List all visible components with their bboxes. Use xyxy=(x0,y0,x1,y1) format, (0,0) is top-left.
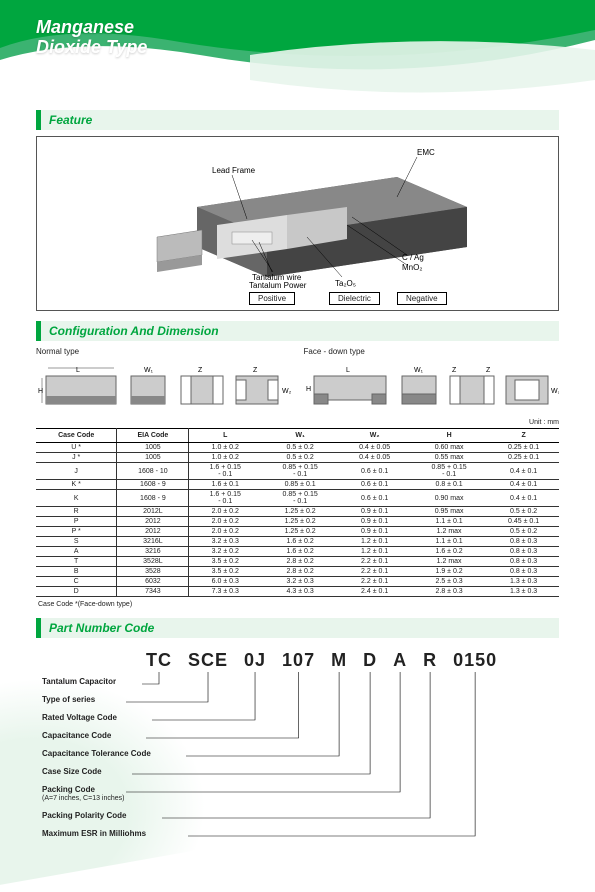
table-row: C60326.0 ± 0.33.2 ± 0.32.2 ± 0.12.5 ± 0.… xyxy=(36,577,559,587)
pn-label-0: Tantalum Capacitor xyxy=(42,678,151,686)
table-header: H xyxy=(410,429,488,443)
svg-text:W₁: W₁ xyxy=(144,367,154,374)
title-line2: Dioxide Type xyxy=(36,37,147,57)
badge-negative: Negative xyxy=(397,292,447,305)
svg-text:W₂: W₂ xyxy=(282,388,291,395)
label-emc: EMC xyxy=(417,148,435,157)
table-row: S3216L3.2 ± 0.31.6 ± 0.21.2 ± 0.11.1 ± 0… xyxy=(36,537,559,547)
svg-text:Z: Z xyxy=(486,367,491,374)
label-cag: C / Ag xyxy=(402,253,424,262)
badge-positive: Positive xyxy=(249,292,295,305)
svg-text:L: L xyxy=(346,367,350,374)
title-line1: Manganese xyxy=(36,17,134,37)
svg-text:W₁: W₁ xyxy=(414,367,424,374)
section-feature: Feature xyxy=(36,110,559,130)
table-row: A32163.2 ± 0.21.6 ± 0.21.2 ± 0.11.6 ± 0.… xyxy=(36,547,559,557)
table-row: K *1608 - 91.6 ± 0.10.85 ± 0.10.6 ± 0.10… xyxy=(36,480,559,490)
table-row: J1608 - 101.6 + 0.15 - 0.10.85 + 0.15 - … xyxy=(36,463,559,480)
label-ta2o5: Ta₂O₅ xyxy=(335,279,356,288)
section-partnum-label: Part Number Code xyxy=(49,621,154,635)
pn-label-2: Rated Voltage Code xyxy=(42,714,151,722)
svg-text:H: H xyxy=(306,386,311,393)
case-note: Case Code *(Face-down type) xyxy=(38,601,559,608)
table-row: P20122.0 ± 0.21.25 ± 0.20.9 ± 0.11.1 ± 0… xyxy=(36,517,559,527)
normal-type-label: Normal type xyxy=(36,347,292,356)
table-row: K1608 - 91.6 + 0.15 - 0.10.85 + 0.15 - 0… xyxy=(36,490,559,507)
table-row: U *10051.0 ± 0.20.5 ± 0.20.4 ± 0.050.60 … xyxy=(36,443,559,453)
label-lead-frame: Lead Frame xyxy=(212,166,256,175)
table-row: P *20122.0 ± 0.21.25 ± 0.20.9 ± 0.11.2 m… xyxy=(36,527,559,537)
svg-text:Z: Z xyxy=(198,367,203,374)
pn-packing-note: (A=7 inches, C=13 inches) xyxy=(42,795,125,802)
capacitor-cutaway-svg: Lead Frame EMC Tantalum wire Tantalum Po… xyxy=(37,137,558,310)
table-row: R2012L2.0 ± 0.21.25 ± 0.20.9 ± 0.10.95 m… xyxy=(36,507,559,517)
pn-label-4: Capacitance Tolerance Code xyxy=(42,750,151,758)
svg-text:H: H xyxy=(38,388,43,395)
table-header: Z xyxy=(488,429,559,443)
svg-text:Z: Z xyxy=(452,367,457,374)
part-number-labels: Tantalum Capacitor Type of series Rated … xyxy=(42,678,151,848)
table-header: W₂ xyxy=(339,429,410,443)
pn-label-3: Capacitance Code xyxy=(42,732,151,740)
section-config-label: Configuration And Dimension xyxy=(49,324,219,338)
face-down-label: Face - down type xyxy=(304,347,560,356)
page-title: Manganese Dioxide Type xyxy=(36,18,147,58)
section-config: Configuration And Dimension xyxy=(36,321,559,341)
section-feature-label: Feature xyxy=(49,113,92,127)
pn-label-1: Type of series xyxy=(42,696,151,704)
svg-text:W₂: W₂ xyxy=(551,388,559,395)
table-row: J *10051.0 ± 0.20.5 ± 0.20.4 ± 0.050.55 … xyxy=(36,453,559,463)
table-header: W₁ xyxy=(261,429,339,443)
pn-label-8: Maximum ESR in Milliohms xyxy=(42,830,151,838)
unit-note: Unit : mm xyxy=(36,419,559,426)
pn-label-5: Case Size Code xyxy=(42,768,151,776)
table-header: EIA Code xyxy=(117,429,189,443)
table-row: B35283.5 ± 0.22.8 ± 0.22.2 ± 0.11.9 ± 0.… xyxy=(36,567,559,577)
svg-text:Z: Z xyxy=(253,367,258,374)
table-row: D73437.3 ± 0.34.3 ± 0.32.4 ± 0.12.8 ± 0.… xyxy=(36,587,559,597)
table-header: L xyxy=(189,429,261,443)
section-partnum: Part Number Code xyxy=(36,618,559,638)
table-header: Case Code xyxy=(36,429,117,443)
header-band: Manganese Dioxide Type xyxy=(0,0,595,100)
pn-label-6: Packing Code xyxy=(42,785,95,794)
table-row: T3528L3.5 ± 0.22.8 ± 0.22.2 ± 0.11.2 max… xyxy=(36,557,559,567)
feature-diagram-box: Lead Frame EMC Tantalum wire Tantalum Po… xyxy=(36,136,559,311)
label-mno2: MnO₂ xyxy=(402,263,422,272)
dimension-diagrams: Normal type L H W₁ Z xyxy=(36,347,559,415)
dimension-table: Case CodeEIA CodeLW₁W₂HZ U *10051.0 ± 0.… xyxy=(36,428,559,597)
pn-label-7: Packing Polarity Code xyxy=(42,812,151,820)
badge-dielectric: Dielectric xyxy=(329,292,380,305)
label-tant-powder: Tantalum Power xyxy=(249,281,307,290)
part-number-block: TCSCE0J107MDAR0150 Tantalum Capacitor Ty… xyxy=(36,644,559,844)
